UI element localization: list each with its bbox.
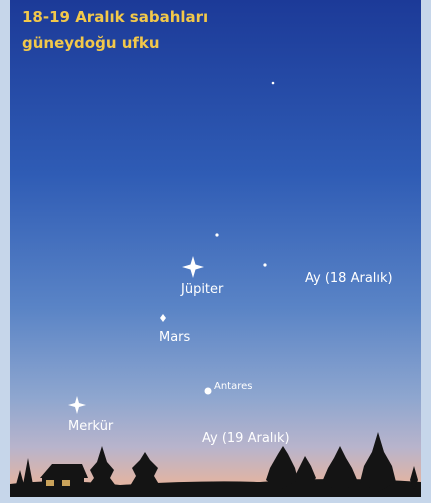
house-window [62, 480, 70, 486]
mercury-label: Merkür [68, 419, 114, 434]
antares-dot [205, 388, 212, 395]
house-window [46, 480, 54, 486]
antares-label: Antares [214, 381, 252, 392]
star [263, 263, 266, 266]
moon19-label: Ay (19 Aralık) [202, 431, 290, 446]
moon18-label: Ay (18 Aralık) [305, 271, 393, 286]
mars-label: Mars [159, 330, 191, 345]
sky-illustration: 18-19 Aralık sabahları güneydoğu ufku Jü… [0, 0, 431, 503]
title-line2: güneydoğu ufku [22, 34, 160, 52]
title-line1: 18-19 Aralık sabahları [22, 8, 208, 26]
star [215, 233, 218, 236]
jupiter-label: Jüpiter [180, 282, 224, 297]
star [272, 82, 275, 85]
